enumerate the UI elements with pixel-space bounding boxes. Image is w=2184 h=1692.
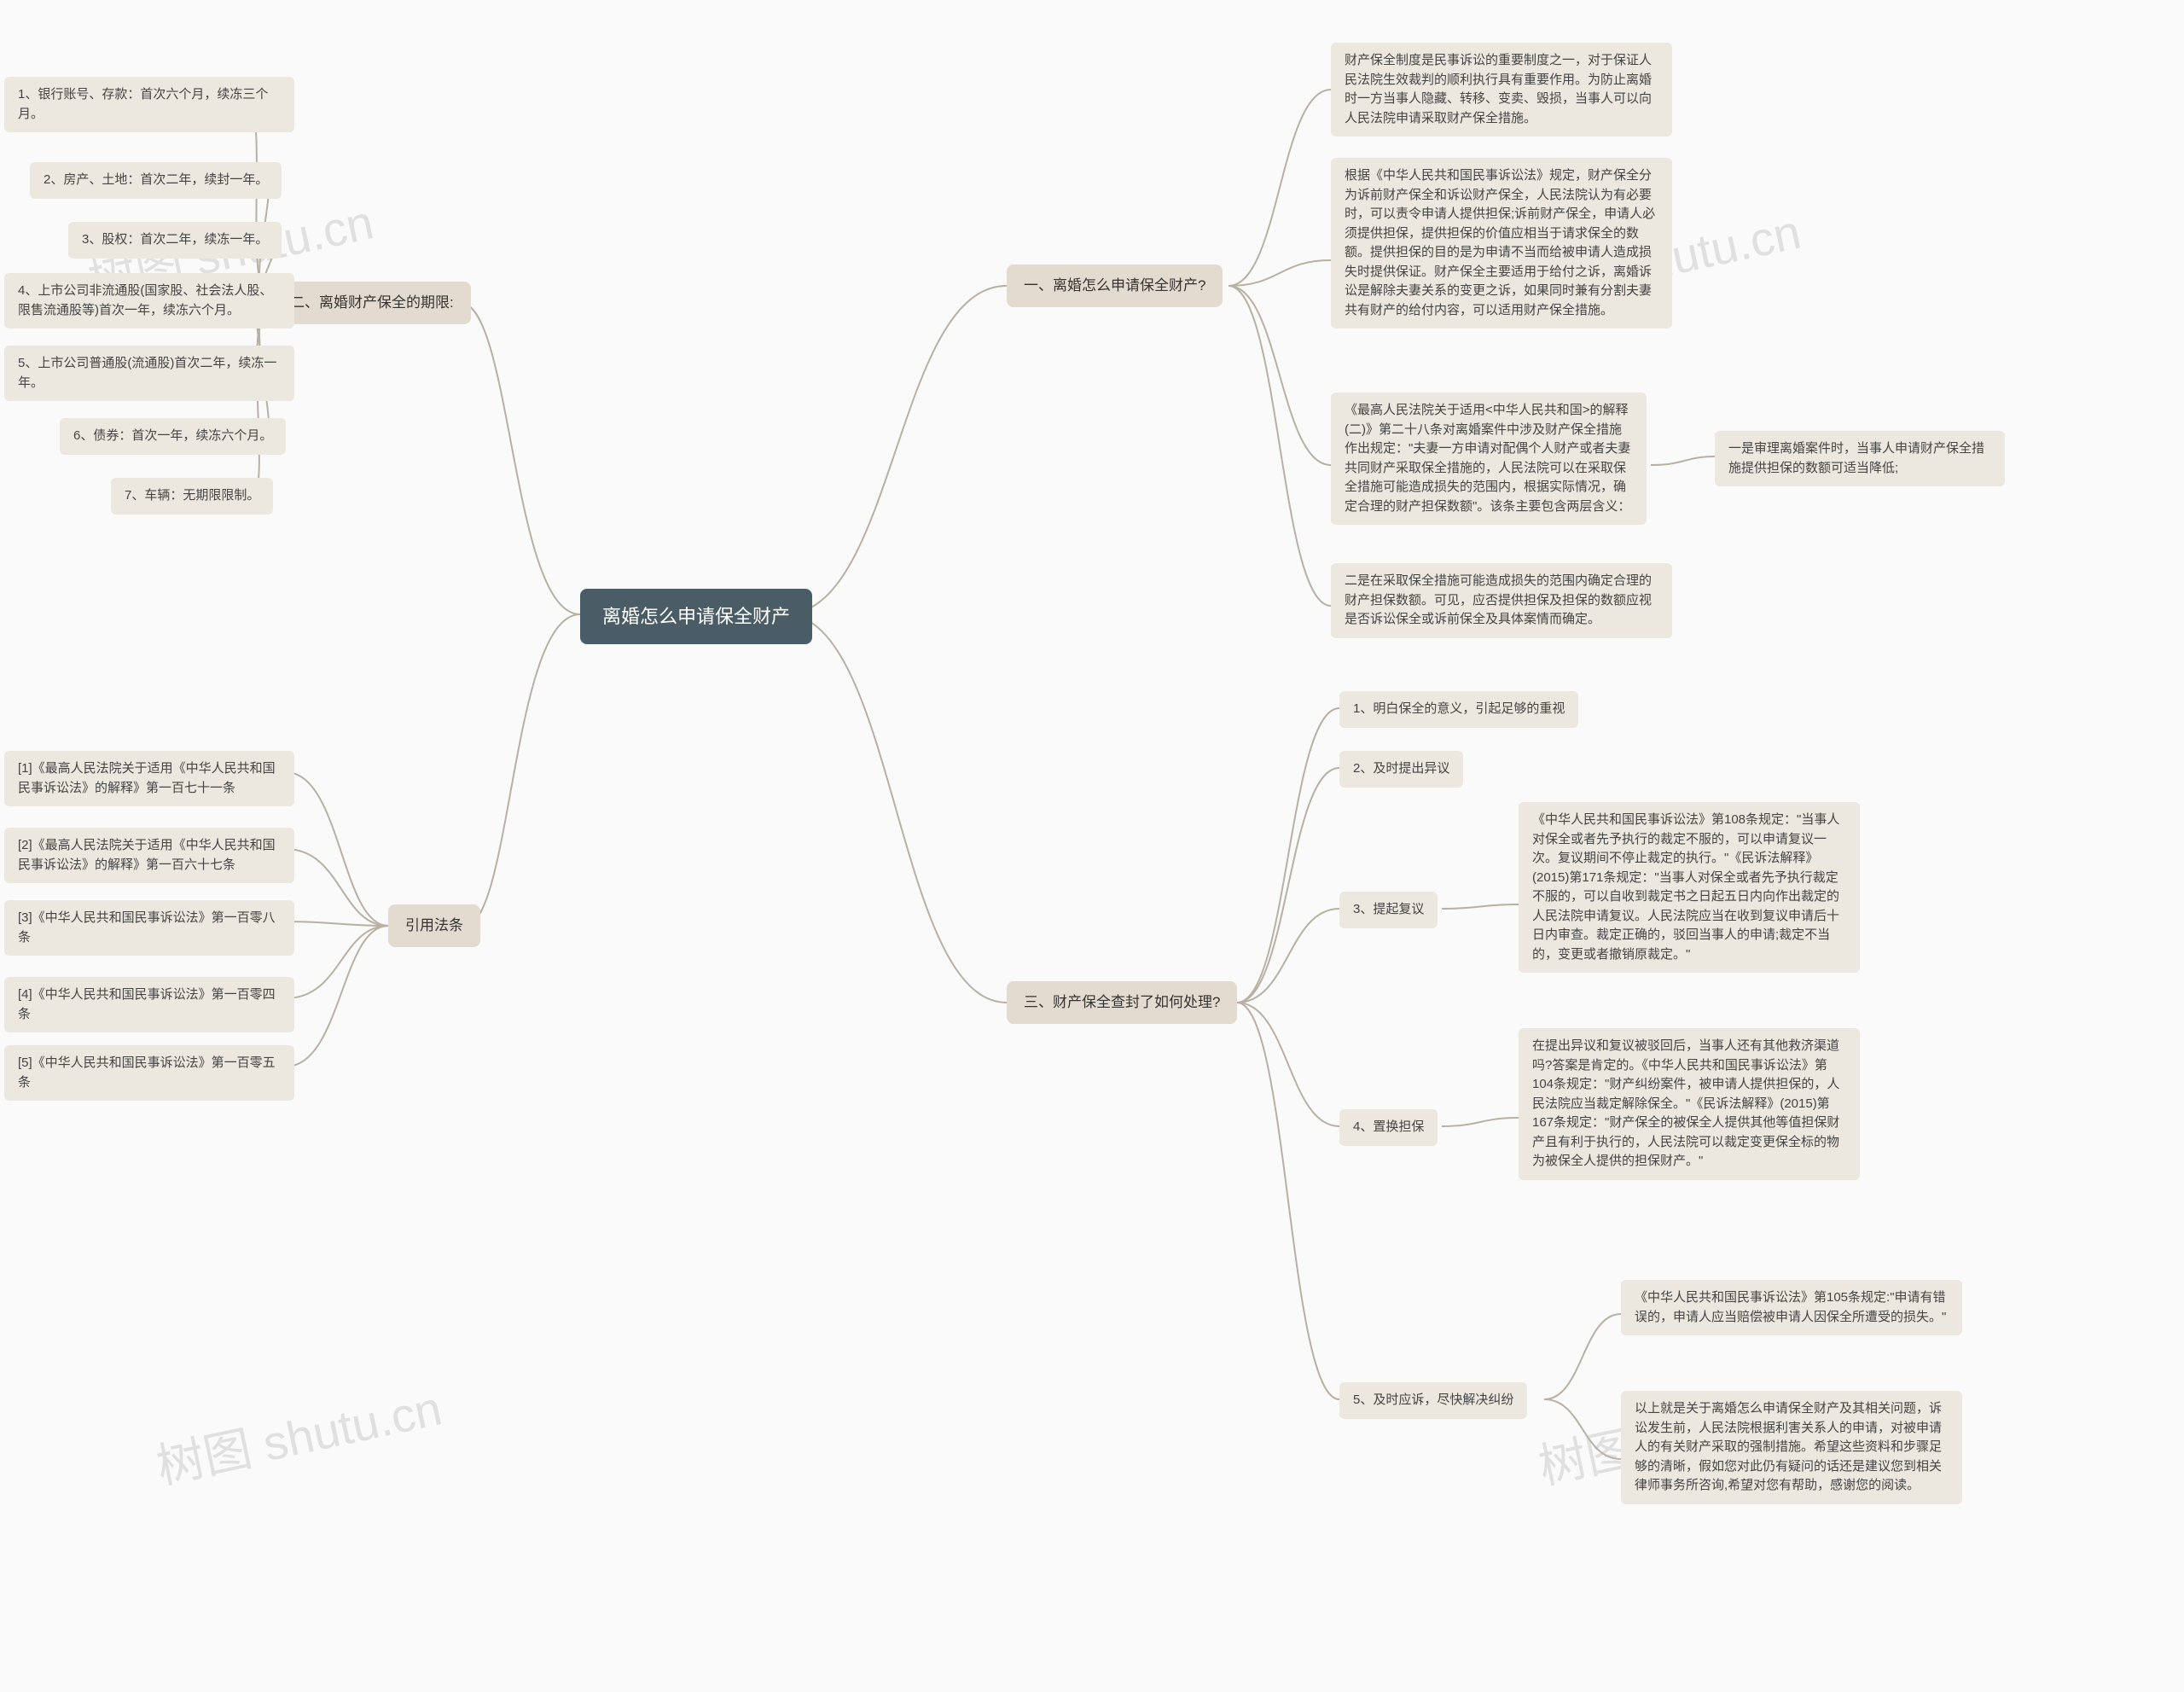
leaf-b2-1[interactable]: 1、银行账号、存款：首次六个月，续冻三个月。 bbox=[4, 77, 294, 132]
leaf-b3-4[interactable]: 4、置换担保 bbox=[1339, 1109, 1438, 1146]
leaf-b2-5[interactable]: 5、上市公司普通股(流通股)首次二年，续冻一年。 bbox=[4, 346, 294, 401]
leaf-b3-3a[interactable]: 《中华人民共和国民事诉讼法》第108条规定："当事人对保全或者先予执行的裁定不服… bbox=[1519, 802, 1860, 973]
branch-4[interactable]: 引用法条 bbox=[388, 904, 480, 947]
leaf-b3-5a[interactable]: 《中华人民共和国民事诉讼法》第105条规定:"申请有错误的，申请人应当赔偿被申请… bbox=[1621, 1280, 1962, 1335]
leaf-b4-5[interactable]: [5]《中华人民共和国民事诉讼法》第一百零五条 bbox=[4, 1045, 294, 1101]
leaf-b3-5[interactable]: 5、及时应诉，尽快解决纠纷 bbox=[1339, 1382, 1527, 1419]
branch-1[interactable]: 一、离婚怎么申请保全财产? bbox=[1007, 265, 1223, 307]
leaf-b3-1[interactable]: 1、明白保全的意义，引起足够的重视 bbox=[1339, 691, 1578, 728]
leaf-b4-2[interactable]: [2]《最高人民法院关于适用《中华人民共和国民事诉讼法》的解释》第一百六十七条 bbox=[4, 828, 294, 883]
leaf-b3-2[interactable]: 2、及时提出异议 bbox=[1339, 751, 1463, 788]
leaf-b2-6[interactable]: 6、债券：首次一年，续冻六个月。 bbox=[60, 418, 286, 455]
leaf-b1-1[interactable]: 财产保全制度是民事诉讼的重要制度之一，对于保证人民法院生效裁判的顺利执行具有重要… bbox=[1331, 43, 1672, 137]
leaf-b4-1[interactable]: [1]《最高人民法院关于适用《中华人民共和国民事诉讼法》的解释》第一百七十一条 bbox=[4, 751, 294, 806]
leaf-b2-4[interactable]: 4、上市公司非流通股(国家股、社会法人股、限售流通股等)首次一年，续冻六个月。 bbox=[4, 273, 294, 329]
leaf-b2-7[interactable]: 7、车辆：无期限限制。 bbox=[111, 478, 273, 515]
leaf-b2-3[interactable]: 3、股权：首次二年，续冻一年。 bbox=[68, 222, 282, 259]
leaf-b2-2[interactable]: 2、房产、土地：首次二年，续封一年。 bbox=[30, 162, 282, 199]
leaf-b4-4[interactable]: [4]《中华人民共和国民事诉讼法》第一百零四条 bbox=[4, 977, 294, 1032]
leaf-b4-3[interactable]: [3]《中华人民共和国民事诉讼法》第一百零八条 bbox=[4, 900, 294, 956]
branch-3[interactable]: 三、财产保全查封了如何处理? bbox=[1007, 981, 1237, 1024]
leaf-b3-3[interactable]: 3、提起复议 bbox=[1339, 892, 1438, 928]
leaf-b1-3a[interactable]: 一是审理离婚案件时，当事人申请财产保全措施提供担保的数额可适当降低; bbox=[1715, 431, 2005, 486]
watermark: 树图 shutu.cn bbox=[149, 1370, 447, 1498]
leaf-b3-4a[interactable]: 在提出异议和复议被驳回后，当事人还有其他救济渠道吗?答案是肯定的。《中华人民共和… bbox=[1519, 1028, 1860, 1180]
leaf-b1-3[interactable]: 《最高人民法院关于适用<中华人民共和国>的解释(二)》第二十八条对离婚案件中涉及… bbox=[1331, 392, 1647, 525]
leaf-b1-4[interactable]: 二是在采取保全措施可能造成损失的范围内确定合理的财产担保数额。可见，应否提供担保… bbox=[1331, 563, 1672, 638]
leaf-b1-2[interactable]: 根据《中华人民共和国民事诉讼法》规定，财产保全分为诉前财产保全和诉讼财产保全，人… bbox=[1331, 158, 1672, 329]
branch-2[interactable]: 二、离婚财产保全的期限: bbox=[273, 282, 471, 324]
root-node[interactable]: 离婚怎么申请保全财产 bbox=[580, 589, 812, 644]
leaf-b3-5b[interactable]: 以上就是关于离婚怎么申请保全财产及其相关问题，诉讼发生前，人民法院根据利害关系人… bbox=[1621, 1391, 1962, 1504]
